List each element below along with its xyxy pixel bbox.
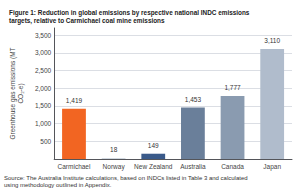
svg-text:Carmichael: Carmichael [58,163,91,170]
svg-text:1,453: 1,453 [185,96,202,103]
svg-text:Figure 1: Reduction in global: Figure 1: Reduction in global emissions … [9,9,250,17]
svg-text:1,777: 1,777 [224,84,241,91]
svg-text:Australia: Australia [180,163,206,170]
svg-text:Source: The Australia Institut: Source: The Australia Institute calculat… [4,175,248,181]
svg-text:149: 149 [148,142,159,149]
svg-text:18: 18 [110,146,118,153]
svg-text:New Zealand: New Zealand [134,163,173,170]
svg-text:3,000: 3,000 [35,49,52,56]
svg-text:CO₂-e): CO₂-e) [17,83,25,103]
svg-text:3,110: 3,110 [264,37,280,44]
svg-text:Canada: Canada [221,163,244,170]
svg-text:1,000: 1,000 [35,120,52,127]
svg-text:2,000: 2,000 [35,85,52,92]
svg-text:Greenhouse gas emissions (MT: Greenhouse gas emissions (MT [9,47,17,139]
svg-text:500: 500 [40,138,51,145]
svg-text:Japan: Japan [263,163,281,171]
svg-text:Norway: Norway [103,163,126,171]
svg-text:targets, relative to Carmichae: targets, relative to Carmichael coal min… [9,17,165,25]
svg-text:using methodology outlined in: using methodology outlined in Appendix. [4,182,112,188]
svg-text:1,500: 1,500 [35,102,52,109]
svg-text:2,500: 2,500 [35,67,52,74]
svg-text:3,500: 3,500 [35,32,52,39]
svg-text:1,419: 1,419 [66,97,83,104]
